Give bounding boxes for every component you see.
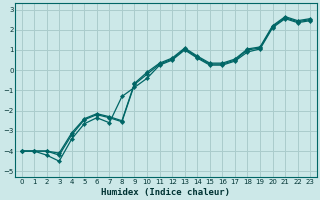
X-axis label: Humidex (Indice chaleur): Humidex (Indice chaleur) [101,188,230,197]
